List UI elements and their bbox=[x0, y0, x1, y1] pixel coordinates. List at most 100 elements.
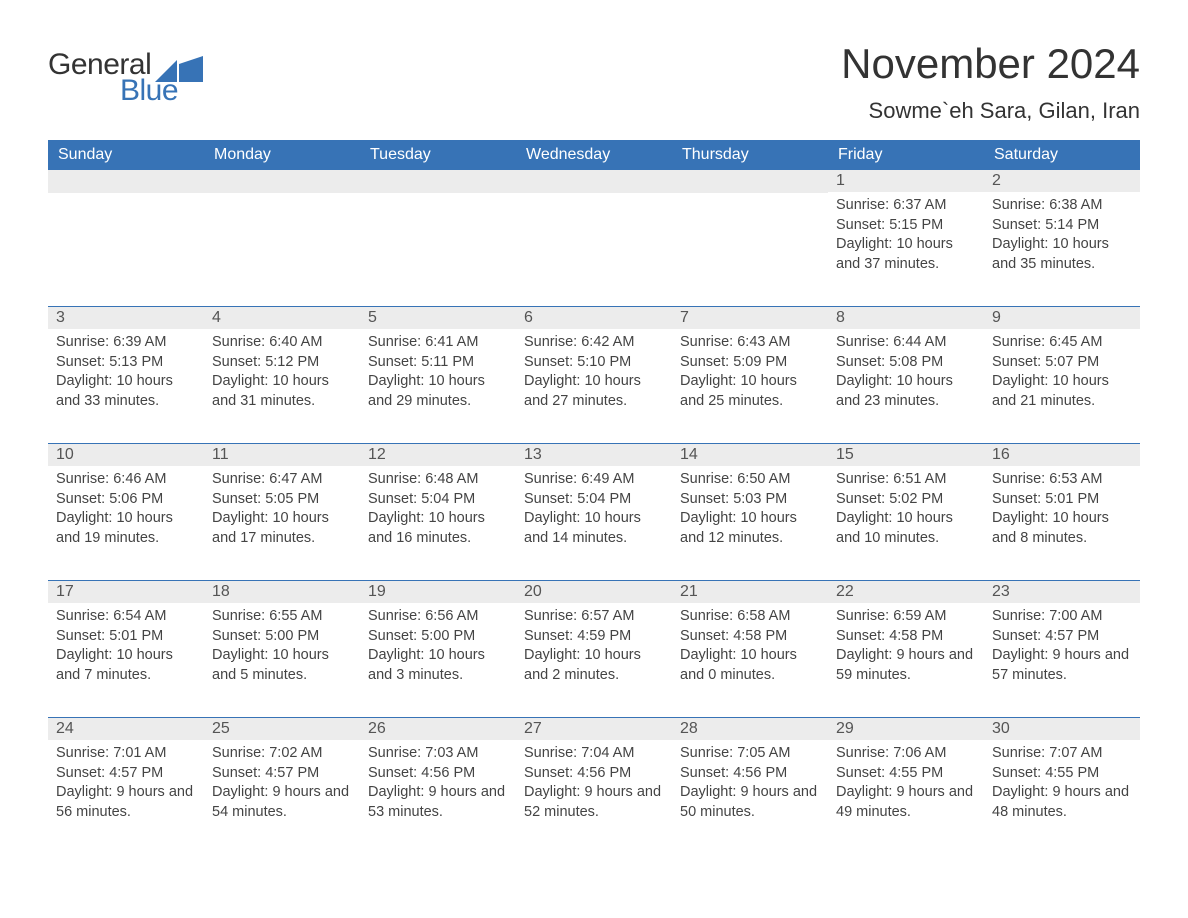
day-number bbox=[204, 170, 360, 193]
daylight-text: Daylight: 10 hours and 10 minutes. bbox=[836, 509, 976, 548]
sunrise-text: Sunrise: 6:50 AM bbox=[680, 470, 820, 490]
sunset-text: Sunset: 5:00 PM bbox=[212, 627, 352, 647]
day-content: Sunrise: 6:48 AMSunset: 5:04 PMDaylight:… bbox=[360, 466, 516, 552]
day-number: 12 bbox=[360, 444, 516, 466]
sunset-text: Sunset: 5:15 PM bbox=[836, 216, 976, 236]
week-row: 1Sunrise: 6:37 AMSunset: 5:15 PMDaylight… bbox=[48, 170, 1140, 298]
sunrise-text: Sunrise: 6:59 AM bbox=[836, 607, 976, 627]
day-cell: 2Sunrise: 6:38 AMSunset: 5:14 PMDaylight… bbox=[984, 170, 1140, 298]
daylight-text: Daylight: 10 hours and 17 minutes. bbox=[212, 509, 352, 548]
day-header-row: SundayMondayTuesdayWednesdayThursdayFrid… bbox=[48, 140, 1140, 170]
day-number: 13 bbox=[516, 444, 672, 466]
day-cell: 6Sunrise: 6:42 AMSunset: 5:10 PMDaylight… bbox=[516, 307, 672, 435]
sunrise-text: Sunrise: 6:46 AM bbox=[56, 470, 196, 490]
sunset-text: Sunset: 4:55 PM bbox=[992, 764, 1132, 784]
day-content: Sunrise: 7:03 AMSunset: 4:56 PMDaylight:… bbox=[360, 740, 516, 826]
day-number: 15 bbox=[828, 444, 984, 466]
daylight-text: Daylight: 10 hours and 35 minutes. bbox=[992, 235, 1132, 274]
day-cell bbox=[360, 170, 516, 298]
week-row: 17Sunrise: 6:54 AMSunset: 5:01 PMDayligh… bbox=[48, 581, 1140, 709]
sunrise-text: Sunrise: 6:48 AM bbox=[368, 470, 508, 490]
day-cell bbox=[516, 170, 672, 298]
day-content: Sunrise: 7:07 AMSunset: 4:55 PMDaylight:… bbox=[984, 740, 1140, 826]
day-cell: 4Sunrise: 6:40 AMSunset: 5:12 PMDaylight… bbox=[204, 307, 360, 435]
sunrise-text: Sunrise: 7:04 AM bbox=[524, 744, 664, 764]
day-cell: 25Sunrise: 7:02 AMSunset: 4:57 PMDayligh… bbox=[204, 718, 360, 846]
day-number: 26 bbox=[360, 718, 516, 740]
day-content: Sunrise: 6:59 AMSunset: 4:58 PMDaylight:… bbox=[828, 603, 984, 689]
day-content: Sunrise: 6:58 AMSunset: 4:58 PMDaylight:… bbox=[672, 603, 828, 689]
day-cell: 26Sunrise: 7:03 AMSunset: 4:56 PMDayligh… bbox=[360, 718, 516, 846]
sunset-text: Sunset: 5:08 PM bbox=[836, 353, 976, 373]
day-content: Sunrise: 6:44 AMSunset: 5:08 PMDaylight:… bbox=[828, 329, 984, 415]
day-number: 18 bbox=[204, 581, 360, 603]
day-content: Sunrise: 6:47 AMSunset: 5:05 PMDaylight:… bbox=[204, 466, 360, 552]
day-number: 24 bbox=[48, 718, 204, 740]
daylight-text: Daylight: 9 hours and 59 minutes. bbox=[836, 646, 976, 685]
day-cell: 5Sunrise: 6:41 AMSunset: 5:11 PMDaylight… bbox=[360, 307, 516, 435]
day-header-cell: Thursday bbox=[672, 140, 828, 170]
day-content: Sunrise: 7:00 AMSunset: 4:57 PMDaylight:… bbox=[984, 603, 1140, 689]
sunset-text: Sunset: 4:57 PM bbox=[992, 627, 1132, 647]
day-content: Sunrise: 6:43 AMSunset: 5:09 PMDaylight:… bbox=[672, 329, 828, 415]
calendar: SundayMondayTuesdayWednesdayThursdayFrid… bbox=[48, 140, 1140, 846]
sunset-text: Sunset: 4:56 PM bbox=[680, 764, 820, 784]
day-number: 10 bbox=[48, 444, 204, 466]
day-cell: 8Sunrise: 6:44 AMSunset: 5:08 PMDaylight… bbox=[828, 307, 984, 435]
day-number: 5 bbox=[360, 307, 516, 329]
sunset-text: Sunset: 5:09 PM bbox=[680, 353, 820, 373]
day-content: Sunrise: 6:56 AMSunset: 5:00 PMDaylight:… bbox=[360, 603, 516, 689]
sunset-text: Sunset: 4:56 PM bbox=[524, 764, 664, 784]
day-content: Sunrise: 7:02 AMSunset: 4:57 PMDaylight:… bbox=[204, 740, 360, 826]
day-content: Sunrise: 7:01 AMSunset: 4:57 PMDaylight:… bbox=[48, 740, 204, 826]
day-number: 28 bbox=[672, 718, 828, 740]
sunrise-text: Sunrise: 6:55 AM bbox=[212, 607, 352, 627]
weeks-container: 1Sunrise: 6:37 AMSunset: 5:15 PMDaylight… bbox=[48, 170, 1140, 846]
sunrise-text: Sunrise: 6:51 AM bbox=[836, 470, 976, 490]
day-content: Sunrise: 6:50 AMSunset: 5:03 PMDaylight:… bbox=[672, 466, 828, 552]
sunrise-text: Sunrise: 6:44 AM bbox=[836, 333, 976, 353]
day-header-cell: Saturday bbox=[984, 140, 1140, 170]
day-cell: 19Sunrise: 6:56 AMSunset: 5:00 PMDayligh… bbox=[360, 581, 516, 709]
day-header-cell: Monday bbox=[204, 140, 360, 170]
daylight-text: Daylight: 9 hours and 56 minutes. bbox=[56, 783, 196, 822]
day-number: 14 bbox=[672, 444, 828, 466]
day-content: Sunrise: 6:54 AMSunset: 5:01 PMDaylight:… bbox=[48, 603, 204, 689]
day-content: Sunrise: 7:04 AMSunset: 4:56 PMDaylight:… bbox=[516, 740, 672, 826]
sunset-text: Sunset: 5:12 PM bbox=[212, 353, 352, 373]
sunset-text: Sunset: 4:57 PM bbox=[212, 764, 352, 784]
daylight-text: Daylight: 10 hours and 37 minutes. bbox=[836, 235, 976, 274]
sunrise-text: Sunrise: 6:49 AM bbox=[524, 470, 664, 490]
week-row: 3Sunrise: 6:39 AMSunset: 5:13 PMDaylight… bbox=[48, 307, 1140, 435]
day-number: 6 bbox=[516, 307, 672, 329]
daylight-text: Daylight: 10 hours and 16 minutes. bbox=[368, 509, 508, 548]
sunrise-text: Sunrise: 6:40 AM bbox=[212, 333, 352, 353]
sunrise-text: Sunrise: 7:02 AM bbox=[212, 744, 352, 764]
day-content: Sunrise: 6:53 AMSunset: 5:01 PMDaylight:… bbox=[984, 466, 1140, 552]
daylight-text: Daylight: 10 hours and 25 minutes. bbox=[680, 372, 820, 411]
sunrise-text: Sunrise: 6:42 AM bbox=[524, 333, 664, 353]
day-cell: 18Sunrise: 6:55 AMSunset: 5:00 PMDayligh… bbox=[204, 581, 360, 709]
sunset-text: Sunset: 4:57 PM bbox=[56, 764, 196, 784]
week-row: 24Sunrise: 7:01 AMSunset: 4:57 PMDayligh… bbox=[48, 718, 1140, 846]
sunrise-text: Sunrise: 6:54 AM bbox=[56, 607, 196, 627]
day-content: Sunrise: 6:49 AMSunset: 5:04 PMDaylight:… bbox=[516, 466, 672, 552]
day-cell bbox=[672, 170, 828, 298]
day-cell: 9Sunrise: 6:45 AMSunset: 5:07 PMDaylight… bbox=[984, 307, 1140, 435]
sunset-text: Sunset: 4:55 PM bbox=[836, 764, 976, 784]
day-header-cell: Wednesday bbox=[516, 140, 672, 170]
daylight-text: Daylight: 10 hours and 3 minutes. bbox=[368, 646, 508, 685]
week-row: 10Sunrise: 6:46 AMSunset: 5:06 PMDayligh… bbox=[48, 444, 1140, 572]
day-number: 1 bbox=[828, 170, 984, 192]
sunset-text: Sunset: 4:59 PM bbox=[524, 627, 664, 647]
sunset-text: Sunset: 5:04 PM bbox=[368, 490, 508, 510]
day-cell bbox=[48, 170, 204, 298]
sunrise-text: Sunrise: 6:53 AM bbox=[992, 470, 1132, 490]
daylight-text: Daylight: 9 hours and 57 minutes. bbox=[992, 646, 1132, 685]
sunset-text: Sunset: 5:01 PM bbox=[56, 627, 196, 647]
daylight-text: Daylight: 10 hours and 31 minutes. bbox=[212, 372, 352, 411]
sunset-text: Sunset: 4:58 PM bbox=[836, 627, 976, 647]
sunrise-text: Sunrise: 6:38 AM bbox=[992, 196, 1132, 216]
sunset-text: Sunset: 5:01 PM bbox=[992, 490, 1132, 510]
day-number: 23 bbox=[984, 581, 1140, 603]
